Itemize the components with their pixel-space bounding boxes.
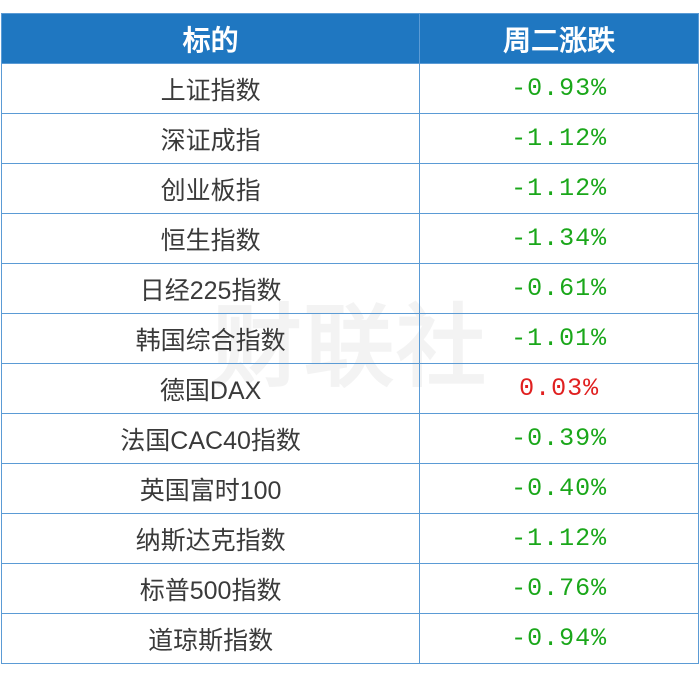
index-name-cell: 英国富时100 xyxy=(2,464,420,514)
change-value-cell: -0.39% xyxy=(420,414,699,464)
change-value-cell: -0.40% xyxy=(420,464,699,514)
table-row: 标普500指数 -0.76% xyxy=(2,564,699,614)
table-row: 上证指数 -0.93% xyxy=(2,64,699,114)
table-header-row: 标的 周二涨跌 xyxy=(2,14,699,64)
table-row: 日经225指数 -0.61% xyxy=(2,264,699,314)
change-value-cell: -1.12% xyxy=(420,164,699,214)
change-value-cell: -0.94% xyxy=(420,614,699,664)
column-header-change: 周二涨跌 xyxy=(420,14,699,64)
change-value-cell: -0.76% xyxy=(420,564,699,614)
table-row: 道琼斯指数 -0.94% xyxy=(2,614,699,664)
table-row: 深证成指 -1.12% xyxy=(2,114,699,164)
table-row: 法国CAC40指数 -0.39% xyxy=(2,414,699,464)
table-row: 纳斯达克指数 -1.12% xyxy=(2,514,699,564)
table-row: 创业板指 -1.12% xyxy=(2,164,699,214)
table-row: 韩国综合指数 -1.01% xyxy=(2,314,699,364)
index-name-cell: 日经225指数 xyxy=(2,264,420,314)
change-value-cell: 0.03% xyxy=(420,364,699,414)
change-value-cell: -1.34% xyxy=(420,214,699,264)
index-name-cell: 德国DAX xyxy=(2,364,420,414)
table-body: 上证指数 -0.93% 深证成指 -1.12% 创业板指 -1.12% 恒生指数… xyxy=(2,64,699,664)
change-value-cell: -0.93% xyxy=(420,64,699,114)
change-value-cell: -0.61% xyxy=(420,264,699,314)
table-row: 英国富时100 -0.40% xyxy=(2,464,699,514)
change-value-cell: -1.01% xyxy=(420,314,699,364)
index-name-cell: 创业板指 xyxy=(2,164,420,214)
index-name-cell: 韩国综合指数 xyxy=(2,314,420,364)
index-name-cell: 纳斯达克指数 xyxy=(2,514,420,564)
market-index-table: 标的 周二涨跌 上证指数 -0.93% 深证成指 -1.12% 创业板指 -1.… xyxy=(1,13,699,664)
index-name-cell: 道琼斯指数 xyxy=(2,614,420,664)
column-header-index: 标的 xyxy=(2,14,420,64)
index-name-cell: 上证指数 xyxy=(2,64,420,114)
change-value-cell: -1.12% xyxy=(420,114,699,164)
index-name-cell: 恒生指数 xyxy=(2,214,420,264)
index-name-cell: 标普500指数 xyxy=(2,564,420,614)
table-row: 恒生指数 -1.34% xyxy=(2,214,699,264)
index-name-cell: 深证成指 xyxy=(2,114,420,164)
index-name-cell: 法国CAC40指数 xyxy=(2,414,420,464)
table-row: 德国DAX 0.03% xyxy=(2,364,699,414)
market-index-table-container: 财联社 标的 周二涨跌 上证指数 -0.93% 深证成指 -1.12% 创业板指… xyxy=(1,13,699,664)
change-value-cell: -1.12% xyxy=(420,514,699,564)
